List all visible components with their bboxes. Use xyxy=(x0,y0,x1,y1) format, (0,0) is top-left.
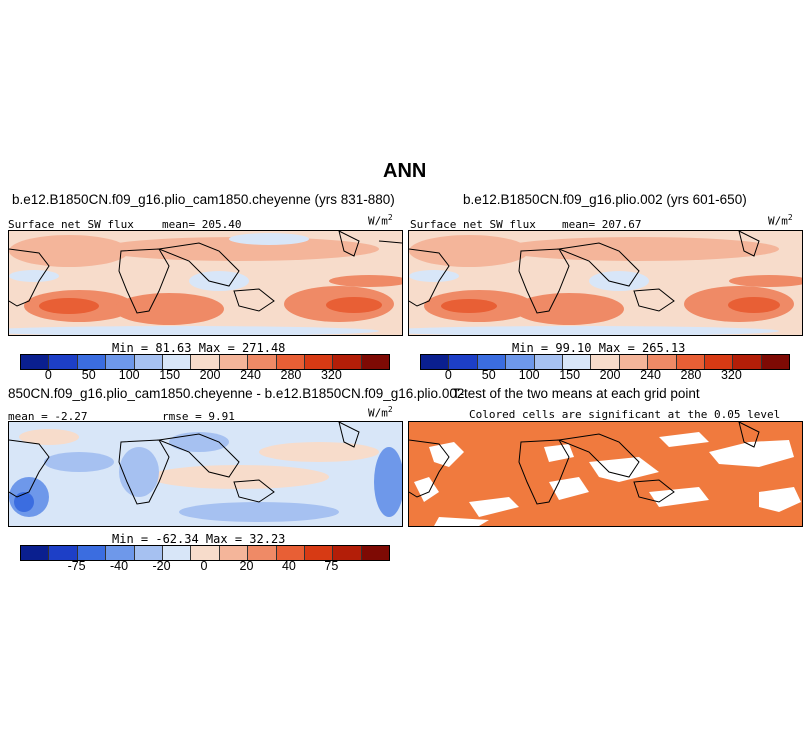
colorbar-swatch xyxy=(733,355,762,369)
colorbar-swatch xyxy=(591,355,620,369)
colorbar-swatch xyxy=(106,546,135,560)
colorbar-tick-label: 150 xyxy=(559,368,581,382)
panel3-colorbar xyxy=(20,545,390,561)
colorbar-swatch xyxy=(162,546,192,560)
panel3-map xyxy=(8,421,403,527)
panel4-title: T-test of the two means at each grid poi… xyxy=(452,386,700,401)
panel3-units: W/m2 xyxy=(368,405,393,420)
colorbar-tick-label: 280 xyxy=(280,368,302,382)
colorbar-tick-label: 40 xyxy=(281,559,296,573)
colorbar-swatch xyxy=(219,355,249,369)
colorbar-swatch xyxy=(49,355,78,369)
panel2-minmax: Min = 99.10 Max = 265.13 xyxy=(512,341,686,355)
colorbar-tick-label: -75 xyxy=(67,559,86,573)
colorbar-swatch xyxy=(648,355,677,369)
panel2-units: W/m2 xyxy=(768,213,793,228)
colorbar-tick-label: 100 xyxy=(518,368,540,382)
colorbar-swatch xyxy=(162,355,192,369)
panel2-colorbar xyxy=(420,354,790,370)
panel1-mean-label: mean= 205.40 xyxy=(162,218,242,231)
colorbar-tick-label: 150 xyxy=(159,368,181,382)
colorbar-tick-label: 320 xyxy=(720,368,742,382)
colorbar-swatch xyxy=(704,355,734,369)
colorbar-tick-label: 20 xyxy=(239,559,254,573)
colorbar-swatch xyxy=(191,355,220,369)
colorbar-tick-label: -20 xyxy=(152,559,171,573)
colorbar-tick-label: 75 xyxy=(324,559,339,573)
panel1-variable-label: Surface net SW flux xyxy=(8,218,134,231)
colorbar-tick-label: 50 xyxy=(481,368,496,382)
panel3-minmax: Min = -62.34 Max = 32.23 xyxy=(112,532,286,546)
colorbar-swatch xyxy=(21,546,50,560)
colorbar-swatch xyxy=(304,355,334,369)
colorbar-swatch xyxy=(191,546,220,560)
panel1-case-title: b.e12.B1850CN.f09_g16.plio_cam1850.cheye… xyxy=(12,192,395,207)
panel4-subtitle: Colored cells are significant at the 0.0… xyxy=(469,408,781,421)
colorbar-tick-label: 50 xyxy=(81,368,96,382)
panel2-map-svg xyxy=(409,231,802,335)
colorbar-swatch xyxy=(304,546,334,560)
panel1-map xyxy=(8,230,403,336)
colorbar-swatch xyxy=(219,546,249,560)
panel1-units: W/m2 xyxy=(368,213,393,228)
panel2-case-title: b.e12.B1850CN.f09_g16.plio.002 (yrs 601-… xyxy=(463,192,747,207)
panel4-map xyxy=(408,421,803,527)
panel2-map xyxy=(408,230,803,336)
colorbar-swatch xyxy=(248,355,277,369)
colorbar-tick-label: 200 xyxy=(199,368,221,382)
panel4-map-svg xyxy=(409,422,802,526)
colorbar-swatch xyxy=(361,546,390,560)
colorbar-swatch xyxy=(77,355,107,369)
colorbar-tick-label: 100 xyxy=(118,368,140,382)
colorbar-tick-label: 0 xyxy=(444,368,452,382)
colorbar-tick-label: 240 xyxy=(240,368,261,382)
colorbar-swatch xyxy=(134,355,163,369)
colorbar-swatch xyxy=(77,546,107,560)
colorbar-swatch xyxy=(333,355,362,369)
panel3-mean-label: mean = -2.27 xyxy=(8,410,88,423)
colorbar-swatch xyxy=(21,355,50,369)
colorbar-swatch xyxy=(534,355,563,369)
colorbar-tick-label: 0 xyxy=(44,368,52,382)
panel2-variable-label: Surface net SW flux xyxy=(410,218,536,231)
panel1-colorbar xyxy=(20,354,390,370)
colorbar-swatch xyxy=(276,546,305,560)
colorbar-swatch xyxy=(49,546,78,560)
colorbar-swatch xyxy=(361,355,390,369)
panel2-mean-label: mean= 207.67 xyxy=(562,218,642,231)
colorbar-swatch xyxy=(449,355,478,369)
panel3-case-title: 850CN.f09_g16.plio_cam1850.cheyenne - b.… xyxy=(8,386,465,401)
colorbar-swatch xyxy=(106,355,135,369)
colorbar-tick-label: 280 xyxy=(680,368,702,382)
colorbar-tick-label: 320 xyxy=(320,368,342,382)
colorbar-tick-label: -40 xyxy=(110,559,129,573)
panel3-rmse-label: rmse = 9.91 xyxy=(162,410,235,423)
colorbar-swatch xyxy=(134,546,163,560)
colorbar-swatch xyxy=(276,355,305,369)
colorbar-tick-label: 240 xyxy=(640,368,661,382)
colorbar-swatch xyxy=(761,355,790,369)
colorbar-swatch xyxy=(477,355,507,369)
colorbar-swatch xyxy=(333,546,362,560)
panel1-map-svg xyxy=(9,231,402,335)
colorbar-tick-label: 200 xyxy=(599,368,621,382)
colorbar-swatch xyxy=(248,546,277,560)
colorbar-swatch xyxy=(421,355,450,369)
colorbar-swatch xyxy=(562,355,592,369)
colorbar-swatch xyxy=(619,355,649,369)
colorbar-swatch xyxy=(506,355,535,369)
colorbar-tick-label: 0 xyxy=(200,559,208,573)
colorbar-swatch xyxy=(676,355,705,369)
panel1-minmax: Min = 81.63 Max = 271.48 xyxy=(112,341,286,355)
panel3-map-svg xyxy=(9,422,402,526)
figure-title: ANN xyxy=(383,160,427,182)
